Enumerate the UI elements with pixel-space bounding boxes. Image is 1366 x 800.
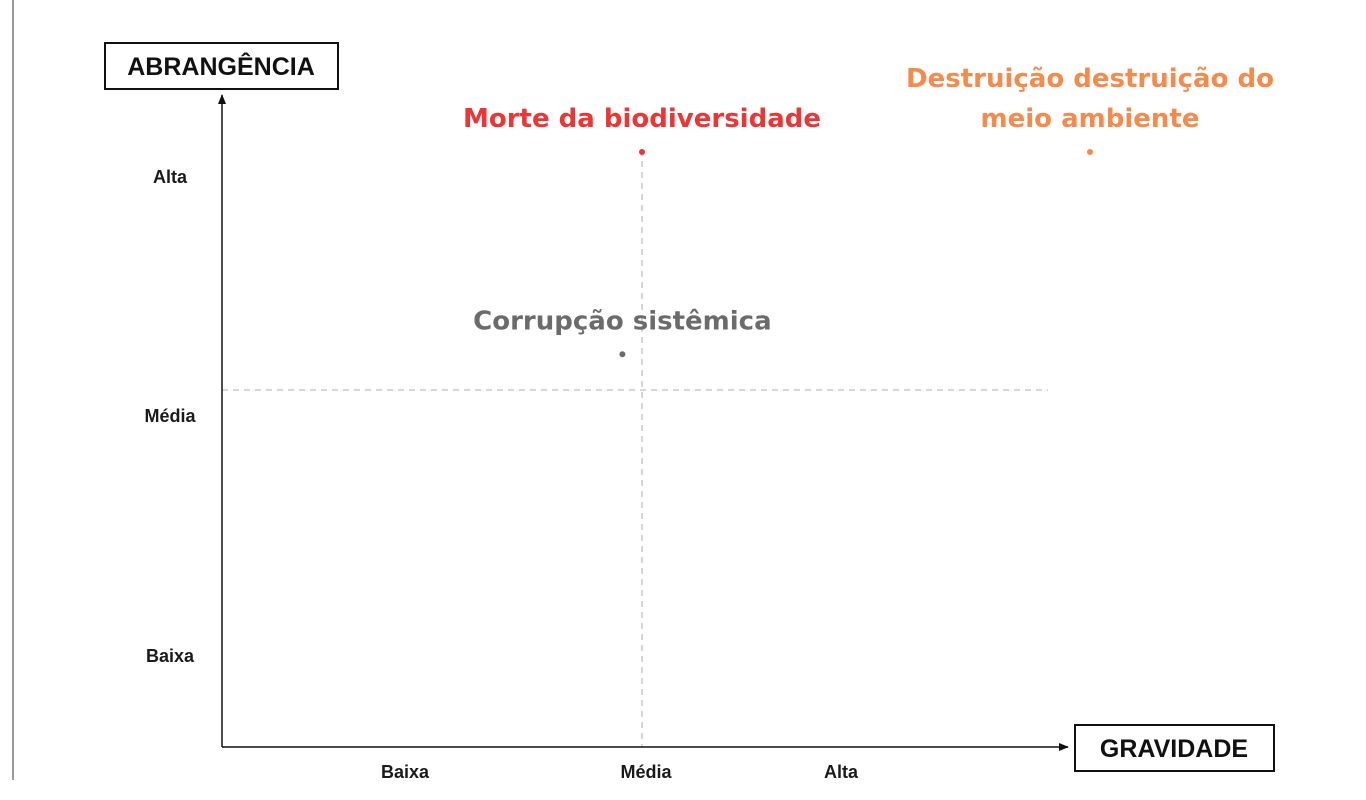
x-tick-alta: Alta bbox=[824, 762, 859, 782]
data-point-label-0: Morte da biodiversidade bbox=[463, 104, 821, 134]
y-axis-title-box: ABRANGÊNCIA bbox=[104, 42, 339, 90]
y-tick-baixa: Baixa bbox=[146, 646, 195, 666]
data-points: Morte da biodiversidade Destruição destru… bbox=[463, 64, 1274, 358]
x-tick-media: Média bbox=[620, 762, 672, 782]
x-tick-labels: Baixa Média Alta bbox=[381, 762, 859, 782]
data-point-2 bbox=[619, 351, 626, 358]
x-axis-title-box: GRAVIDADE bbox=[1074, 724, 1275, 772]
data-point-label-2: Corrupção sistêmica bbox=[473, 306, 771, 336]
data-point-label-1: Destruição destruição do meio ambiente bbox=[906, 64, 1274, 134]
x-axis-title: GRAVIDADE bbox=[1100, 735, 1248, 763]
x-tick-baixa: Baixa bbox=[381, 762, 430, 782]
data-point-1 bbox=[1087, 149, 1093, 155]
y-tick-labels: Baixa Média Alta bbox=[144, 167, 196, 666]
y-tick-media: Média bbox=[144, 406, 196, 426]
y-axis-title: ABRANGÊNCIA bbox=[127, 51, 315, 81]
y-tick-alta: Alta bbox=[153, 167, 188, 187]
data-point-0 bbox=[639, 149, 645, 155]
